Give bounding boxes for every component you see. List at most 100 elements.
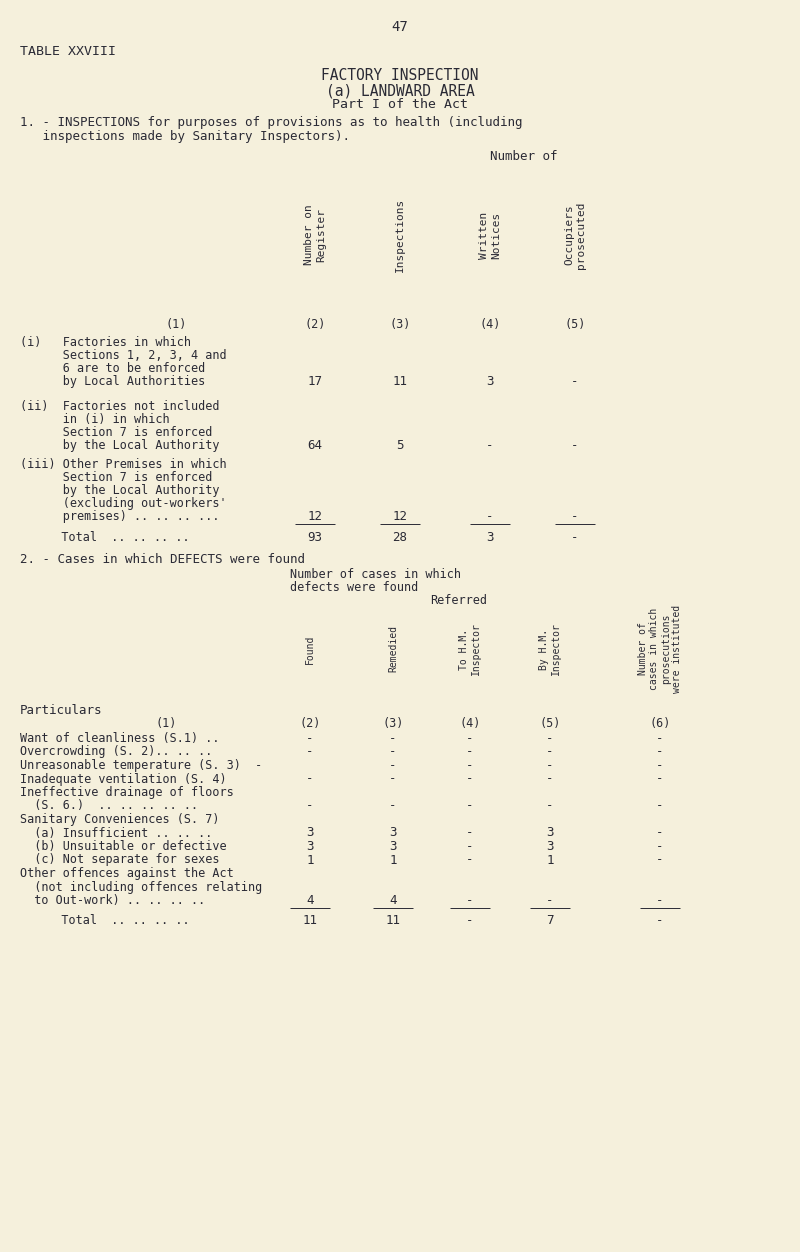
Text: -: - (571, 510, 578, 523)
Text: -: - (306, 732, 314, 745)
Text: 28: 28 (393, 531, 407, 545)
Text: Referred: Referred (430, 593, 487, 607)
Text: in (i) in which: in (i) in which (20, 413, 170, 426)
Text: -: - (656, 914, 664, 928)
Text: (not including offences relating: (not including offences relating (20, 880, 262, 894)
Text: Number of cases in which: Number of cases in which (290, 568, 461, 581)
Text: -: - (466, 894, 474, 906)
Text: premises) .. .. .. ...: premises) .. .. .. ... (20, 510, 219, 523)
Text: -: - (466, 854, 474, 866)
Text: Section 7 is enforced: Section 7 is enforced (20, 426, 212, 439)
Text: Number of: Number of (490, 150, 558, 163)
Text: -: - (466, 826, 474, 840)
Text: -: - (656, 800, 664, 813)
Text: (b) Unsuitable or defective: (b) Unsuitable or defective (20, 840, 226, 853)
Text: -: - (466, 914, 474, 928)
Text: by the Local Authority: by the Local Authority (20, 439, 219, 452)
Text: -: - (571, 376, 578, 388)
Text: 12: 12 (307, 510, 322, 523)
Text: -: - (466, 745, 474, 759)
Text: -: - (390, 759, 397, 772)
Text: (3): (3) (382, 717, 404, 730)
Text: 3: 3 (546, 840, 554, 853)
Text: Particulars: Particulars (20, 704, 102, 717)
Text: -: - (546, 800, 554, 813)
Text: FACTORY INSPECTION: FACTORY INSPECTION (322, 68, 478, 83)
Text: (5): (5) (539, 717, 561, 730)
Text: -: - (390, 745, 397, 759)
Text: 64: 64 (307, 439, 322, 452)
Text: -: - (656, 732, 664, 745)
Text: 1. - INSPECTIONS for purposes of provisions as to health (including: 1. - INSPECTIONS for purposes of provisi… (20, 116, 522, 129)
Text: -: - (656, 894, 664, 906)
Text: (4): (4) (479, 318, 501, 331)
Text: 11: 11 (302, 914, 318, 928)
Text: 3: 3 (306, 826, 314, 840)
Text: Total  .. .. .. ..: Total .. .. .. .. (40, 531, 190, 545)
Text: TABLE XXVIII: TABLE XXVIII (20, 45, 116, 58)
Text: Number of
cases in which
prosecutions
were instituted: Number of cases in which prosecutions we… (638, 605, 682, 694)
Text: -: - (466, 840, 474, 853)
Text: defects were found: defects were found (290, 581, 418, 593)
Text: Occupiers
prosecuted: Occupiers prosecuted (564, 202, 586, 269)
Text: -: - (571, 531, 578, 545)
Text: Inspections: Inspections (395, 198, 405, 272)
Text: 4: 4 (306, 894, 314, 906)
Text: 5: 5 (396, 439, 404, 452)
Text: Remedied: Remedied (388, 626, 398, 672)
Text: By H.M.
Inspector: By H.M. Inspector (539, 622, 561, 675)
Text: 3: 3 (390, 840, 397, 853)
Text: Sections 1, 2, 3, 4 and: Sections 1, 2, 3, 4 and (20, 349, 226, 362)
Text: (5): (5) (564, 318, 586, 331)
Text: 3: 3 (486, 376, 494, 388)
Text: 2. - Cases in which DEFECTS were found: 2. - Cases in which DEFECTS were found (20, 553, 305, 566)
Text: Want of cleanliness (S.1) ..: Want of cleanliness (S.1) .. (20, 732, 219, 745)
Text: (2): (2) (299, 717, 321, 730)
Text: -: - (466, 800, 474, 813)
Text: Found: Found (305, 635, 315, 664)
Text: 11: 11 (393, 376, 407, 388)
Text: (2): (2) (304, 318, 326, 331)
Text: inspections made by Sanitary Inspectors).: inspections made by Sanitary Inspectors)… (20, 130, 350, 143)
Text: -: - (390, 800, 397, 813)
Text: -: - (546, 759, 554, 772)
Text: Sanitary Conveniences (S. 7): Sanitary Conveniences (S. 7) (20, 813, 219, 826)
Text: -: - (466, 772, 474, 785)
Text: -: - (306, 772, 314, 785)
Text: -: - (546, 772, 554, 785)
Text: (iii) Other Premises in which: (iii) Other Premises in which (20, 458, 226, 471)
Text: Inadequate ventilation (S. 4): Inadequate ventilation (S. 4) (20, 772, 226, 785)
Text: to Out-work) .. .. .. ..: to Out-work) .. .. .. .. (20, 894, 206, 906)
Text: (S. 6.)  .. .. .. .. ..: (S. 6.) .. .. .. .. .. (20, 800, 198, 813)
Text: 3: 3 (306, 840, 314, 853)
Text: (4): (4) (459, 717, 481, 730)
Text: -: - (486, 510, 494, 523)
Text: 4: 4 (390, 894, 397, 906)
Text: -: - (466, 732, 474, 745)
Text: 3: 3 (390, 826, 397, 840)
Text: -: - (656, 759, 664, 772)
Text: -: - (656, 826, 664, 840)
Text: Overcrowding (S. 2).. .. ..: Overcrowding (S. 2).. .. .. (20, 745, 212, 759)
Text: (1): (1) (165, 318, 186, 331)
Text: by the Local Authority: by the Local Authority (20, 485, 219, 497)
Text: -: - (546, 745, 554, 759)
Text: -: - (466, 759, 474, 772)
Text: Written
Notices: Written Notices (479, 212, 501, 259)
Text: -: - (390, 732, 397, 745)
Text: (i)   Factories in which: (i) Factories in which (20, 336, 191, 349)
Text: 7: 7 (546, 914, 554, 928)
Text: (ii)  Factories not included: (ii) Factories not included (20, 399, 219, 413)
Text: 47: 47 (392, 20, 408, 34)
Text: -: - (390, 772, 397, 785)
Text: 1: 1 (390, 854, 397, 866)
Text: Unreasonable temperature (S. 3)  -: Unreasonable temperature (S. 3) - (20, 759, 262, 772)
Text: Part I of the Act: Part I of the Act (332, 98, 468, 111)
Text: (a) Insufficient .. .. ..: (a) Insufficient .. .. .. (20, 826, 212, 840)
Text: -: - (656, 772, 664, 785)
Text: (a) LANDWARD AREA: (a) LANDWARD AREA (326, 83, 474, 98)
Text: -: - (656, 745, 664, 759)
Text: -: - (486, 439, 494, 452)
Text: -: - (571, 439, 578, 452)
Text: (excluding out-workers': (excluding out-workers' (20, 497, 226, 510)
